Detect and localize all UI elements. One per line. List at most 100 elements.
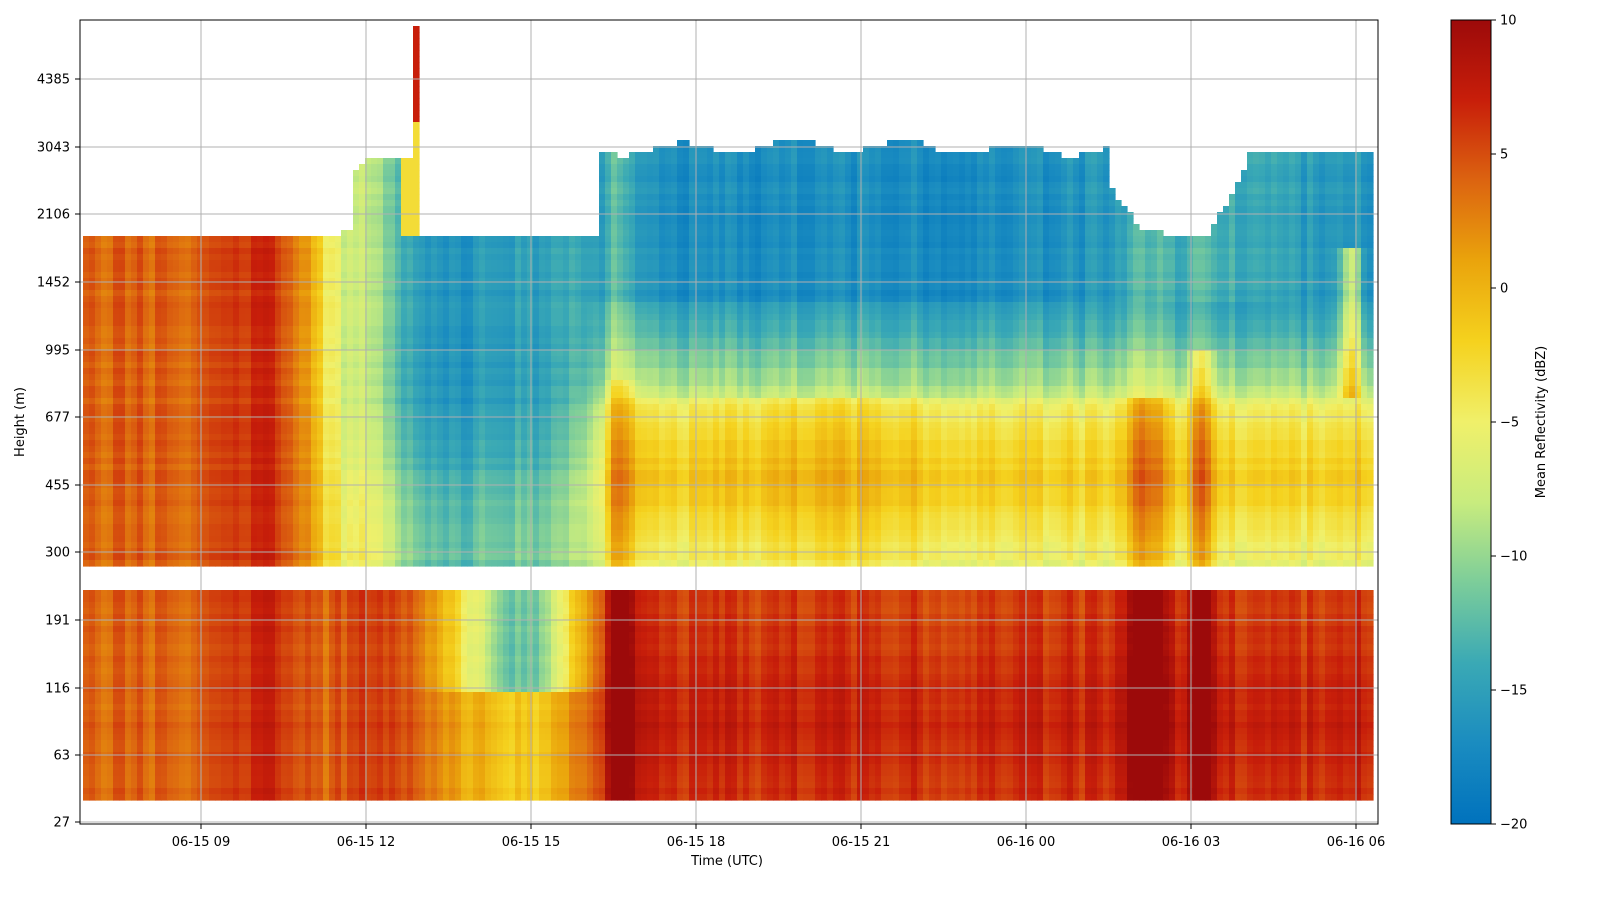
heatmap-cell [209, 380, 216, 387]
heatmap-cell [401, 284, 408, 291]
heatmap-cell [401, 164, 408, 171]
heatmap-cell [137, 668, 144, 675]
heatmap-cell [167, 590, 174, 597]
heatmap-cell [281, 476, 288, 483]
heatmap-cell [179, 476, 186, 483]
heatmap-cell [143, 704, 150, 711]
heatmap-cell [347, 524, 354, 531]
heatmap-cell [371, 302, 378, 309]
heatmap-cell [161, 374, 168, 381]
heatmap-cell [275, 386, 282, 393]
heatmap-cell [89, 266, 96, 273]
heatmap-cell [329, 698, 336, 705]
heatmap-cell [323, 758, 330, 765]
heatmap-cell [119, 740, 126, 747]
heatmap-cell [401, 410, 408, 417]
heatmap-cell [395, 260, 402, 267]
heatmap-cell [305, 236, 312, 243]
heatmap-cell [107, 728, 114, 735]
heatmap-cell [149, 734, 156, 741]
heatmap-cell [191, 236, 198, 243]
heatmap-cell [263, 452, 270, 459]
heatmap-cell [329, 356, 336, 363]
heatmap-cell [317, 296, 324, 303]
heatmap-cell [335, 776, 342, 783]
heatmap-cell [209, 536, 216, 543]
heatmap-cell [353, 632, 360, 639]
heatmap-cell [89, 512, 96, 519]
heatmap-cell [389, 164, 396, 171]
heatmap-cell [293, 434, 300, 441]
heatmap-cell [311, 476, 318, 483]
heatmap-cell [395, 380, 402, 387]
heatmap-cell [215, 758, 222, 765]
heatmap-cell [197, 656, 204, 663]
heatmap-cell [161, 758, 168, 765]
heatmap-cell [389, 686, 396, 693]
heatmap-cell [275, 686, 282, 693]
heatmap-cell [281, 758, 288, 765]
heatmap-cell [227, 602, 234, 609]
heatmap-cell [293, 452, 300, 459]
heatmap-cell [389, 248, 396, 255]
heatmap-cell [395, 314, 402, 321]
heatmap-cell [137, 296, 144, 303]
heatmap-cell [329, 410, 336, 417]
heatmap-cell [275, 644, 282, 651]
heatmap-cell [353, 494, 360, 501]
heatmap-cell [101, 362, 108, 369]
heatmap-cell [269, 770, 276, 777]
heatmap-cell [347, 548, 354, 555]
heatmap-cell [263, 284, 270, 291]
heatmap-cell [287, 470, 294, 477]
heatmap-cell [293, 746, 300, 753]
heatmap-cell [257, 332, 264, 339]
heatmap-cell [125, 656, 132, 663]
heatmap-cell [293, 530, 300, 537]
heatmap-cell [299, 368, 306, 375]
heatmap-cell [185, 764, 192, 771]
heatmap-cell [179, 512, 186, 519]
heatmap-cell [377, 170, 384, 177]
heatmap-cell [251, 398, 258, 405]
heatmap-cell [323, 500, 330, 507]
heatmap-cell [287, 530, 294, 537]
heatmap-cell [227, 512, 234, 519]
heatmap-cell [167, 788, 174, 795]
heatmap-cell [215, 626, 222, 633]
heatmap-cell [371, 716, 378, 723]
heatmap-cell [293, 260, 300, 267]
heatmap-cell [353, 326, 360, 333]
heatmap-cell [353, 776, 360, 783]
heatmap-cell [377, 290, 384, 297]
heatmap-cell [143, 506, 150, 513]
heatmap-cell [191, 650, 198, 657]
heatmap-cell [203, 434, 210, 441]
heatmap-cell [233, 776, 240, 783]
heatmap-cell [281, 296, 288, 303]
heatmap-cell [107, 554, 114, 561]
heatmap-cell [263, 374, 270, 381]
heatmap-cell [227, 596, 234, 603]
heatmap-cell [287, 722, 294, 729]
heatmap-cell [137, 602, 144, 609]
heatmap-cell [239, 650, 246, 657]
heatmap-cell [167, 242, 174, 249]
heatmap-cell [341, 296, 348, 303]
heatmap-cell [377, 788, 384, 795]
heatmap-cell [305, 764, 312, 771]
heatmap-cell [137, 620, 144, 627]
heatmap-cell [371, 686, 378, 693]
heatmap-cell [83, 278, 90, 285]
heatmap-cell [167, 338, 174, 345]
heatmap-cell [101, 728, 108, 735]
heatmap-cell [287, 452, 294, 459]
heatmap-cell [401, 374, 408, 381]
heatmap-cell [305, 476, 312, 483]
heatmap-cell [143, 488, 150, 495]
heatmap-cell [137, 794, 144, 801]
heatmap-cell [359, 410, 366, 417]
heatmap-cell [353, 302, 360, 309]
heatmap-cell [269, 710, 276, 717]
heatmap-cell [131, 794, 138, 801]
